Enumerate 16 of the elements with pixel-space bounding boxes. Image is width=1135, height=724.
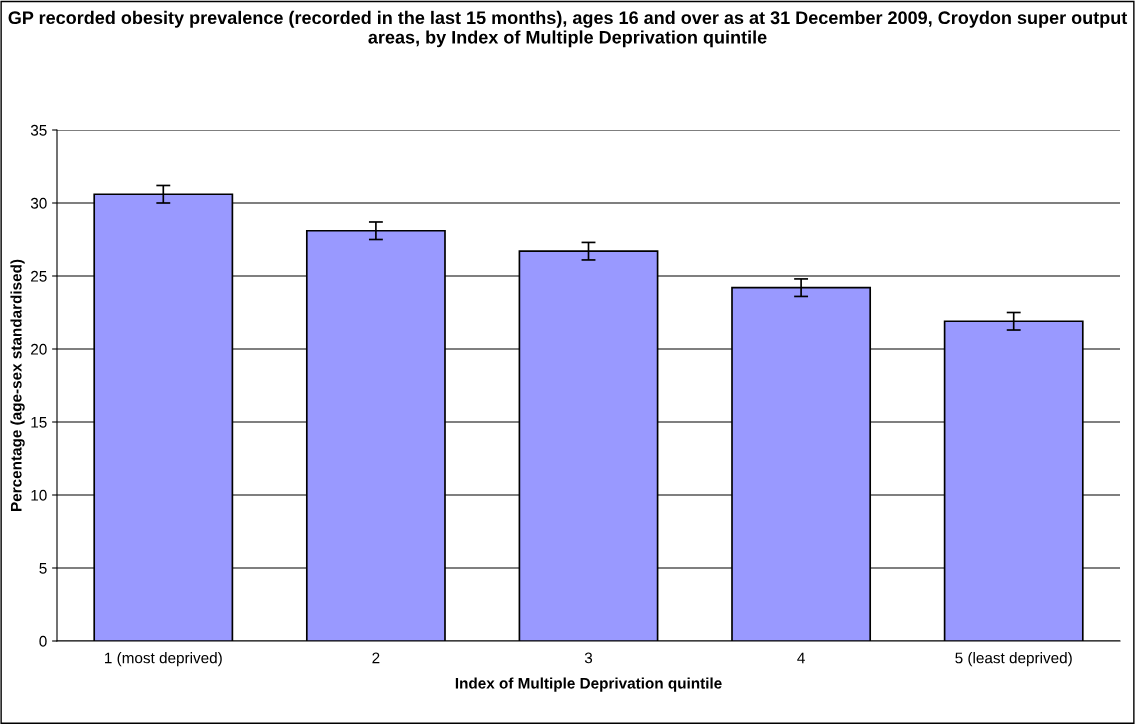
y-tick-label: 0	[39, 635, 47, 647]
x-tick-label: 4	[797, 652, 805, 664]
y-tick-label: 25	[31, 270, 47, 282]
x-tick-label: 5 (least deprived)	[955, 652, 1072, 667]
chart-title: GP recorded obesity prevalence (recorded in the last 15 months), ages 16 and over as at 31 December 2009, Croydon super output areas, by Index of Multiple Deprivation quintile	[8, 10, 1128, 48]
y-tick-label: 15	[31, 417, 47, 428]
y-tick-label: 20	[31, 343, 47, 355]
x-tick-label: 3	[584, 652, 593, 664]
y-tick-label: 10	[31, 489, 47, 501]
x-axis-title: Index of Multiple Deprivation quintile	[455, 677, 722, 692]
y-axis-title: Percentage (age-sex standardised)	[10, 259, 25, 511]
y-tick-label: 35	[30, 124, 47, 136]
x-tick-label: 1 (most deprived)	[105, 652, 222, 667]
y-tick-label: 30	[30, 197, 47, 209]
y-tick-label: 5	[39, 563, 47, 574]
x-tick-label: 2	[372, 652, 380, 664]
